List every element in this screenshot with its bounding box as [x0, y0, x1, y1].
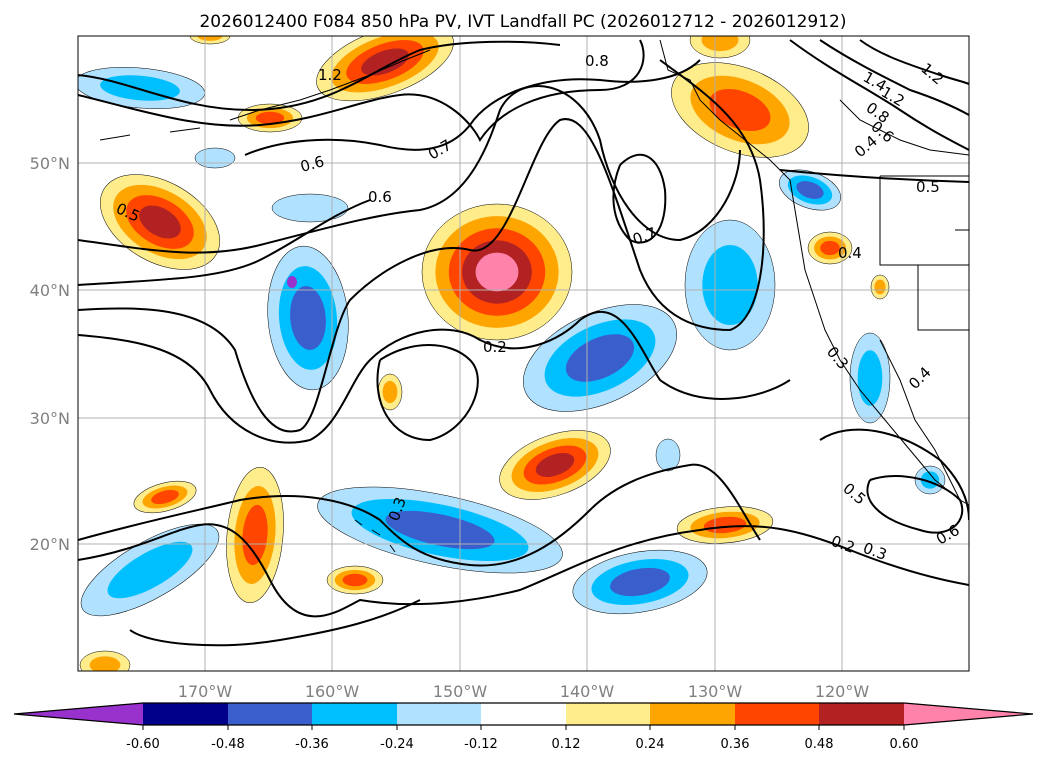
contour-label: 0.5: [916, 178, 940, 196]
negative-pv-anomaly: [271, 193, 349, 223]
positive-pv-anomaly: [139, 205, 181, 239]
negative-pv-anomaly: [385, 510, 495, 550]
lon-label: 150°W: [433, 682, 488, 701]
negative-pv-anomaly: [702, 245, 758, 325]
positive-pv-anomaly: [701, 36, 739, 52]
positive-pv-anomaly: [494, 264, 504, 276]
negative-pv-anomaly: [194, 147, 236, 169]
contour-label: 1.2: [318, 66, 342, 84]
colorbar-segment: [650, 703, 735, 725]
negative-pv-anomaly: [565, 334, 635, 382]
positive-pv-anomaly: [242, 504, 268, 566]
pv-anomaly-fill: [78, 36, 946, 671]
positive-pv-anomaly: [820, 240, 840, 256]
lat-tick-labels: 50°N 40°N 30°N 20°N: [30, 154, 70, 554]
colorbar-segment: [566, 703, 650, 725]
colorbar-label: 0.24: [636, 737, 665, 752]
colorbar-labels: -0.60 -0.48 -0.36 -0.24 -0.12 0.12 0.24 …: [126, 737, 918, 752]
positive-pv-anomaly: [361, 48, 409, 76]
negative-pv-anomaly: [655, 438, 681, 472]
positive-pv-anomaly: [89, 656, 121, 671]
map-area: 0.8 0.7 0.6 0.6 0.5 0.7 0.2 0.3 0.4 0.3 …: [78, 36, 969, 671]
positive-pv-anomaly: [709, 88, 771, 132]
negative-pv-anomaly: [796, 181, 824, 199]
colorbar-segment: [819, 703, 904, 725]
contour-label: 0.6: [298, 152, 326, 176]
contour-label: 0.8: [585, 52, 609, 70]
positive-pv-anomaly: [382, 380, 398, 404]
colorbar-label: -0.60: [126, 737, 160, 752]
colorbar-segment: [397, 703, 481, 725]
negative-pv-anomaly: [857, 350, 883, 406]
positive-pv-anomaly: [342, 573, 368, 587]
colorbar-label: 0.60: [890, 737, 919, 752]
colorbar-segment: [481, 703, 566, 725]
colorbar-label: -0.48: [211, 737, 245, 752]
positive-pv-anomaly: [151, 489, 179, 505]
colorbar-extend-min: [14, 703, 143, 725]
lat-label: 30°N: [30, 409, 70, 428]
negative-pv-anomaly: [290, 286, 326, 350]
colorbar-segment: [228, 703, 312, 725]
colorbar-label: -0.36: [295, 737, 329, 752]
lat-label: 40°N: [30, 281, 70, 300]
colorbar-label: -0.24: [380, 737, 414, 752]
figure-title: 2026012400 F084 850 hPa PV, IVT Landfall…: [199, 12, 846, 32]
map-frame: [77, 35, 970, 672]
negative-pv-anomaly: [107, 541, 193, 599]
contour-label: 0.4: [838, 244, 862, 262]
lon-label: 160°W: [305, 682, 360, 701]
contour-label: 0.2: [483, 338, 507, 356]
negative-pv-anomaly: [610, 567, 670, 597]
positive-pv-anomaly: [874, 279, 886, 295]
colorbar: [13, 702, 1034, 730]
positive-pv-anomaly: [197, 36, 223, 41]
colorbar-label: -0.12: [464, 737, 498, 752]
lat-label: 20°N: [30, 535, 70, 554]
lon-label: 120°W: [815, 682, 870, 701]
positive-pv-anomaly: [703, 516, 747, 534]
negative-pv-anomaly: [287, 276, 297, 288]
colorbar-label: 0.48: [805, 737, 834, 752]
lon-label: 140°W: [560, 682, 615, 701]
colorbar-segment: [143, 703, 228, 725]
lat-label: 50°N: [30, 154, 70, 173]
gridlines: [78, 36, 969, 671]
colorbar-label: 0.12: [552, 737, 581, 752]
lon-tick-labels: 170°W 160°W 150°W 140°W 130°W 120°W: [178, 682, 870, 701]
colorbar-segment: [735, 703, 819, 725]
colorbar-segment: [312, 703, 397, 725]
lon-label: 170°W: [178, 682, 233, 701]
colorbar-extend-max: [904, 703, 1033, 725]
colorbar-label: 0.36: [721, 737, 750, 752]
lon-label: 130°W: [688, 682, 743, 701]
positive-pv-anomaly: [535, 453, 575, 477]
ivt-contours: [78, 39, 969, 647]
positive-pv-anomaly: [255, 111, 285, 125]
contour-label: 0.6: [368, 188, 392, 206]
